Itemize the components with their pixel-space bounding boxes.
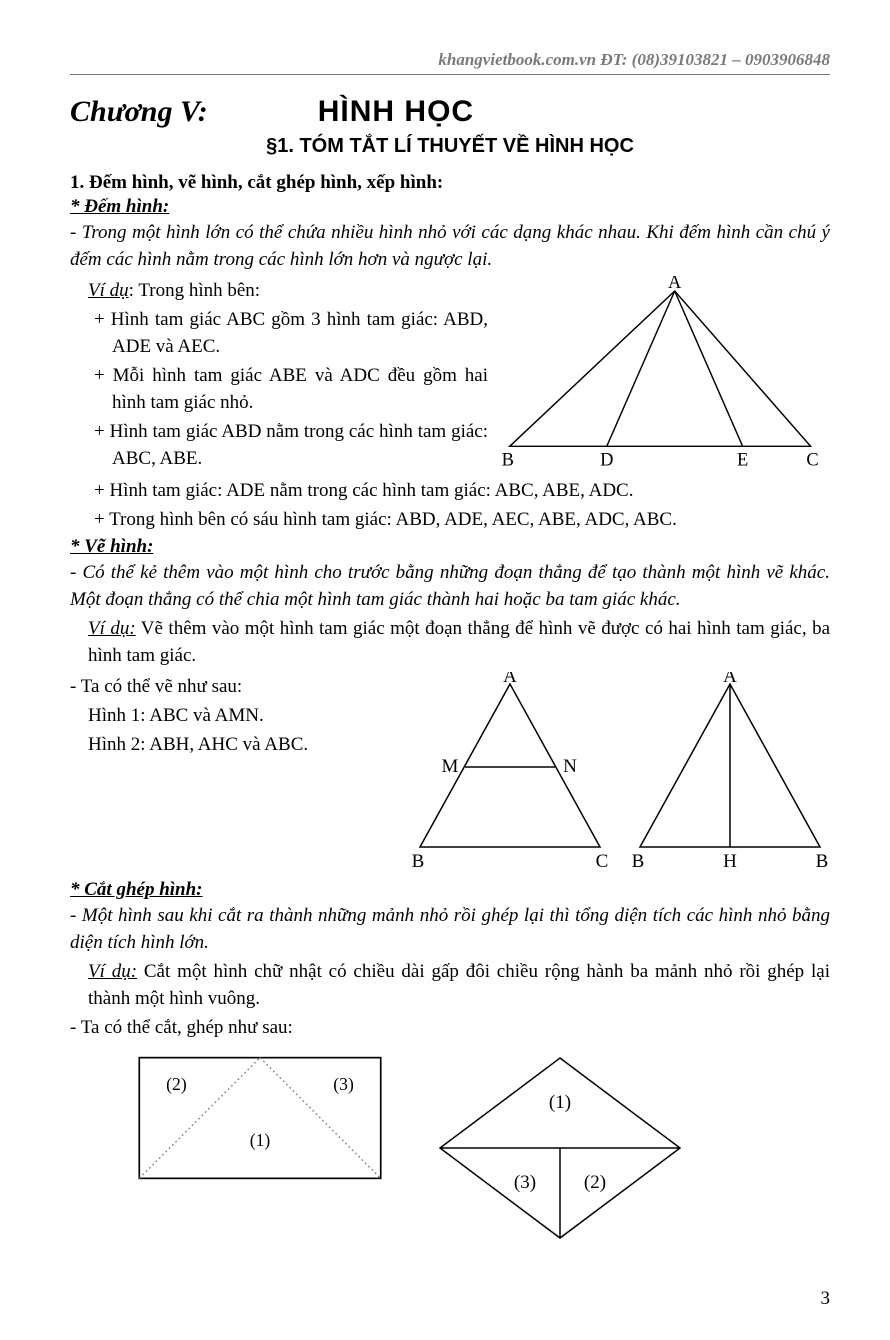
fig3a-p3: (3) (333, 1074, 354, 1094)
chapter-label: Chương V: (70, 95, 208, 129)
fig1-label-D: D (600, 450, 613, 470)
fig2b-A: A (723, 672, 737, 687)
figure-2b: A B H B (630, 672, 830, 877)
plus-item-5: + Trong hình bên có sáu hình tam giác: A… (94, 507, 830, 534)
fig3a-p1: (1) (250, 1129, 271, 1149)
section-subtitle: §1. TÓM TẮT LÍ THUYẾT VỀ HÌNH HỌC (70, 135, 830, 158)
fig2a-B: B (412, 851, 425, 872)
fig2a-M: M (442, 756, 459, 777)
example1-lead: Ví dụ: Trong hình bên: (70, 278, 488, 305)
fig2b-B2: B (816, 851, 829, 872)
fig3a-p2: (2) (166, 1074, 187, 1094)
fig2b-B: B (632, 851, 645, 872)
cat-ghep-heading: * Cắt ghép hình: (70, 879, 830, 901)
cat-ghep-p1: - Một hình sau khi cắt ra thành những mả… (70, 903, 830, 957)
fig2b-H: H (723, 851, 737, 872)
fig2a-C: C (596, 851, 609, 872)
fig2a-N: N (563, 756, 577, 777)
dem-hinh-heading: * Đếm hình: (70, 196, 830, 218)
fig1-label-E: E (737, 450, 748, 470)
fig1-label-C: C (806, 450, 818, 470)
chapter-heading: Chương V: HÌNH HỌC (70, 95, 830, 129)
section-1-heading: 1. Đếm hình, vẽ hình, cắt ghép hình, xếp… (70, 172, 830, 194)
figure-2a: A B C M N (410, 672, 610, 877)
plus-item-3: + Hình tam giác ABD nằm trong các hình t… (94, 419, 488, 473)
fig3b-p3: (3) (514, 1172, 536, 1193)
vidu1-text: : Trong hình bên: (129, 280, 260, 301)
fig1-label-B: B (502, 450, 514, 470)
example2-row: - Ta có thể vẽ như sau: Hình 1: ABC và A… (70, 672, 830, 877)
vidu1-prefix: Ví dụ (88, 280, 129, 301)
page-header: khangvietbook.com.vn ĐT: (08)39103821 – … (70, 50, 830, 75)
ve-hinh-line2: Hình 2: ABH, AHC và ABC. (70, 732, 398, 759)
fig2a-A: A (503, 672, 517, 687)
vidu3-text: Cắt một hình chữ nhật có chiều dài gấp đ… (88, 961, 830, 1009)
fig3b-p1: (1) (549, 1092, 571, 1113)
plus-item-4: + Hình tam giác: ADE nằm trong các hình … (94, 478, 830, 505)
chapter-title: HÌNH HỌC (318, 95, 474, 129)
figure-3-row: (2) (3) (1) (1) (3) (2) (70, 1048, 830, 1253)
vidu2-prefix: Ví dụ: (88, 618, 136, 639)
example2-lead: Ví dụ: Vẽ thêm vào một hình tam giác một… (70, 616, 830, 670)
example3-lead: Ví dụ: Cắt một hình chữ nhật có chiều dà… (70, 959, 830, 1013)
ve-hinh-heading: * Vẽ hình: (70, 536, 830, 558)
example1-row: Ví dụ: Trong hình bên: + Hình tam giác A… (70, 276, 830, 476)
figure-3a: (2) (3) (1) (130, 1048, 390, 1253)
cat-ghep-p3: - Ta có thể cắt, ghép như sau: (70, 1015, 830, 1042)
fig1-label-A: A (668, 276, 682, 292)
page-number: 3 (821, 1288, 831, 1310)
ve-hinh-p2: - Ta có thể vẽ như sau: (70, 674, 398, 701)
figure-3b: (1) (3) (2) (430, 1048, 690, 1253)
ve-hinh-p1: - Có thể kẻ thêm vào một hình cho trước … (70, 560, 830, 614)
plus-item-2: + Mỗi hình tam giác ABE và ADC đều gồm h… (94, 363, 488, 417)
vidu2-text: Vẽ thêm vào một hình tam giác một đoạn t… (88, 618, 830, 666)
page: khangvietbook.com.vn ĐT: (08)39103821 – … (0, 0, 890, 1340)
dem-hinh-intro: - Trong một hình lớn có thể chứa nhiều h… (70, 220, 830, 274)
plus-item-1: + Hình tam giác ABC gồm 3 hình tam giác:… (94, 307, 488, 361)
figure-1: A B D E C (500, 276, 830, 476)
ve-hinh-line1: Hình 1: ABC và AMN. (70, 703, 398, 730)
fig3b-p2: (2) (584, 1172, 606, 1193)
vidu3-prefix: Ví dụ: (88, 961, 137, 982)
